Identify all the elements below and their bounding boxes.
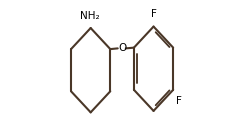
Text: O: O: [117, 43, 126, 53]
Text: F: F: [150, 9, 156, 19]
Text: F: F: [175, 96, 181, 106]
Text: NH₂: NH₂: [80, 11, 99, 21]
